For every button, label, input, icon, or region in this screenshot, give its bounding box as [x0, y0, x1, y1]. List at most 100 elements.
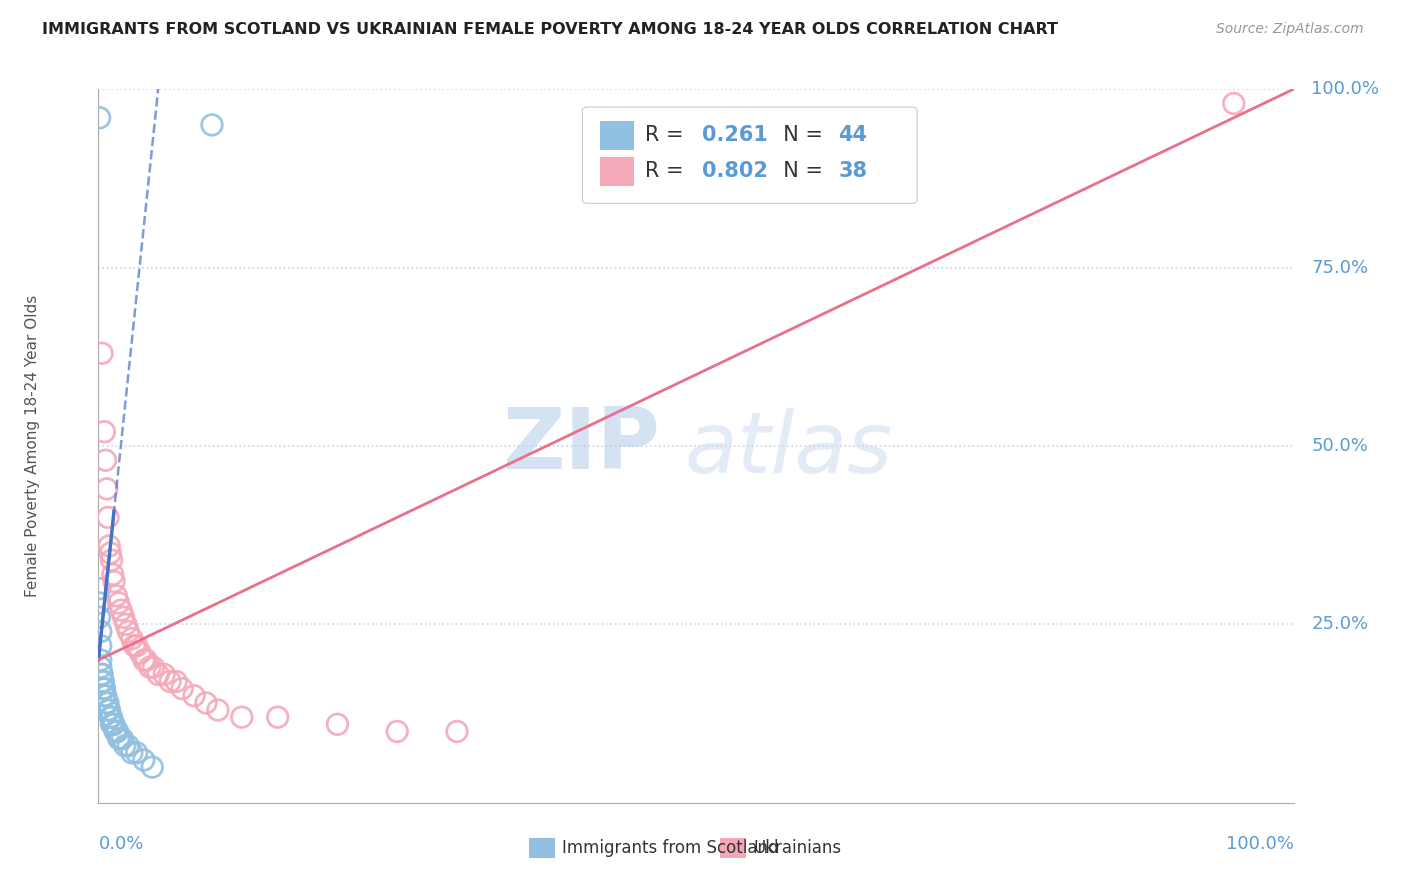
Text: 75.0%: 75.0% — [1312, 259, 1368, 277]
Point — [93, 425, 115, 439]
Point — [91, 346, 114, 360]
Point — [98, 703, 121, 717]
Point — [90, 653, 112, 667]
Point — [139, 660, 162, 674]
Text: 0.802: 0.802 — [702, 161, 768, 181]
Point — [195, 696, 218, 710]
Point — [103, 717, 125, 731]
Point — [94, 689, 117, 703]
Text: 38: 38 — [838, 161, 868, 181]
Text: R =: R = — [644, 125, 690, 145]
Point — [96, 696, 118, 710]
Point — [91, 667, 114, 681]
Point — [94, 453, 117, 467]
Point — [98, 546, 122, 560]
Point — [110, 603, 132, 617]
Point — [107, 731, 129, 746]
Text: 44: 44 — [838, 125, 868, 145]
Point — [91, 674, 114, 689]
Point — [148, 667, 170, 681]
Point — [101, 567, 124, 582]
Point — [142, 660, 165, 674]
Point — [91, 681, 114, 696]
Point — [117, 739, 139, 753]
Point — [89, 582, 111, 596]
Text: 25.0%: 25.0% — [1312, 615, 1368, 633]
Point — [183, 689, 205, 703]
Point — [89, 596, 111, 610]
Point — [96, 482, 118, 496]
Text: N =: N = — [770, 161, 830, 181]
Point — [446, 724, 468, 739]
FancyBboxPatch shape — [582, 107, 917, 203]
Point — [91, 667, 114, 681]
Text: Source: ZipAtlas.com: Source: ZipAtlas.com — [1216, 22, 1364, 37]
Text: ZIP: ZIP — [502, 404, 661, 488]
Point — [90, 660, 112, 674]
Point — [100, 710, 122, 724]
FancyBboxPatch shape — [529, 838, 555, 858]
Point — [159, 674, 181, 689]
Point — [93, 681, 115, 696]
Text: 100.0%: 100.0% — [1312, 80, 1379, 98]
Point — [129, 646, 152, 660]
Point — [108, 731, 131, 746]
Point — [93, 689, 115, 703]
Point — [117, 624, 139, 639]
Text: N =: N = — [770, 125, 830, 145]
Point — [153, 667, 176, 681]
Point — [101, 717, 124, 731]
Point — [107, 596, 129, 610]
Point — [114, 739, 136, 753]
Point — [207, 703, 229, 717]
Point — [1223, 96, 1246, 111]
Point — [98, 703, 121, 717]
Point — [98, 710, 122, 724]
Text: atlas: atlas — [685, 408, 891, 491]
Point — [100, 717, 122, 731]
Point — [105, 724, 128, 739]
Text: 50.0%: 50.0% — [1312, 437, 1368, 455]
FancyBboxPatch shape — [600, 121, 634, 150]
Point — [165, 674, 187, 689]
Text: Ukrainians: Ukrainians — [754, 838, 841, 856]
Point — [90, 624, 112, 639]
Point — [91, 674, 114, 689]
Text: 0.261: 0.261 — [702, 125, 768, 145]
Point — [89, 111, 111, 125]
Point — [132, 653, 155, 667]
Text: R =: R = — [644, 161, 690, 181]
Text: Immigrants from Scotland: Immigrants from Scotland — [562, 838, 779, 856]
FancyBboxPatch shape — [720, 838, 747, 858]
Point — [172, 681, 194, 696]
Point — [112, 610, 135, 624]
Point — [97, 703, 120, 717]
Point — [141, 760, 163, 774]
Point — [93, 681, 115, 696]
Point — [96, 696, 118, 710]
Point — [231, 710, 253, 724]
Point — [94, 689, 117, 703]
Point — [89, 610, 111, 624]
Point — [125, 639, 148, 653]
Point — [97, 510, 120, 524]
Point — [115, 617, 138, 632]
Text: IMMIGRANTS FROM SCOTLAND VS UKRAINIAN FEMALE POVERTY AMONG 18-24 YEAR OLDS CORRE: IMMIGRANTS FROM SCOTLAND VS UKRAINIAN FE… — [42, 22, 1059, 37]
Point — [121, 632, 143, 646]
Point — [385, 724, 409, 739]
Point — [107, 724, 129, 739]
Point — [91, 674, 114, 689]
Point — [125, 746, 148, 760]
Text: 0.0%: 0.0% — [98, 835, 143, 853]
Point — [100, 553, 122, 567]
Point — [98, 539, 121, 553]
Point — [104, 724, 127, 739]
Point — [121, 746, 143, 760]
FancyBboxPatch shape — [600, 157, 634, 186]
Point — [90, 639, 112, 653]
Text: 100.0%: 100.0% — [1226, 835, 1294, 853]
Point — [326, 717, 349, 731]
Point — [105, 589, 128, 603]
Point — [267, 710, 290, 724]
Point — [103, 574, 125, 589]
